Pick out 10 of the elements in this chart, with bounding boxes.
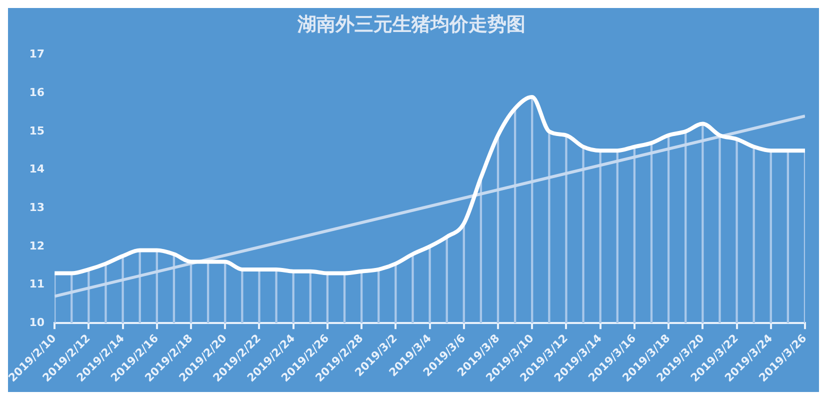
y-tick-label: 14 (29, 162, 45, 176)
y-tick-label: 12 (29, 239, 45, 252)
y-tick-label: 16 (29, 86, 45, 99)
y-tick-label: 13 (29, 200, 45, 214)
y-tick-label: 11 (29, 278, 45, 291)
chart-title: 湖南外三元生猪均价走势图 (296, 13, 526, 36)
y-tick-label: 15 (29, 124, 45, 138)
y-tick-label: 17 (29, 48, 45, 61)
y-tick-label: 10 (29, 316, 45, 329)
line-series (54, 94, 805, 276)
